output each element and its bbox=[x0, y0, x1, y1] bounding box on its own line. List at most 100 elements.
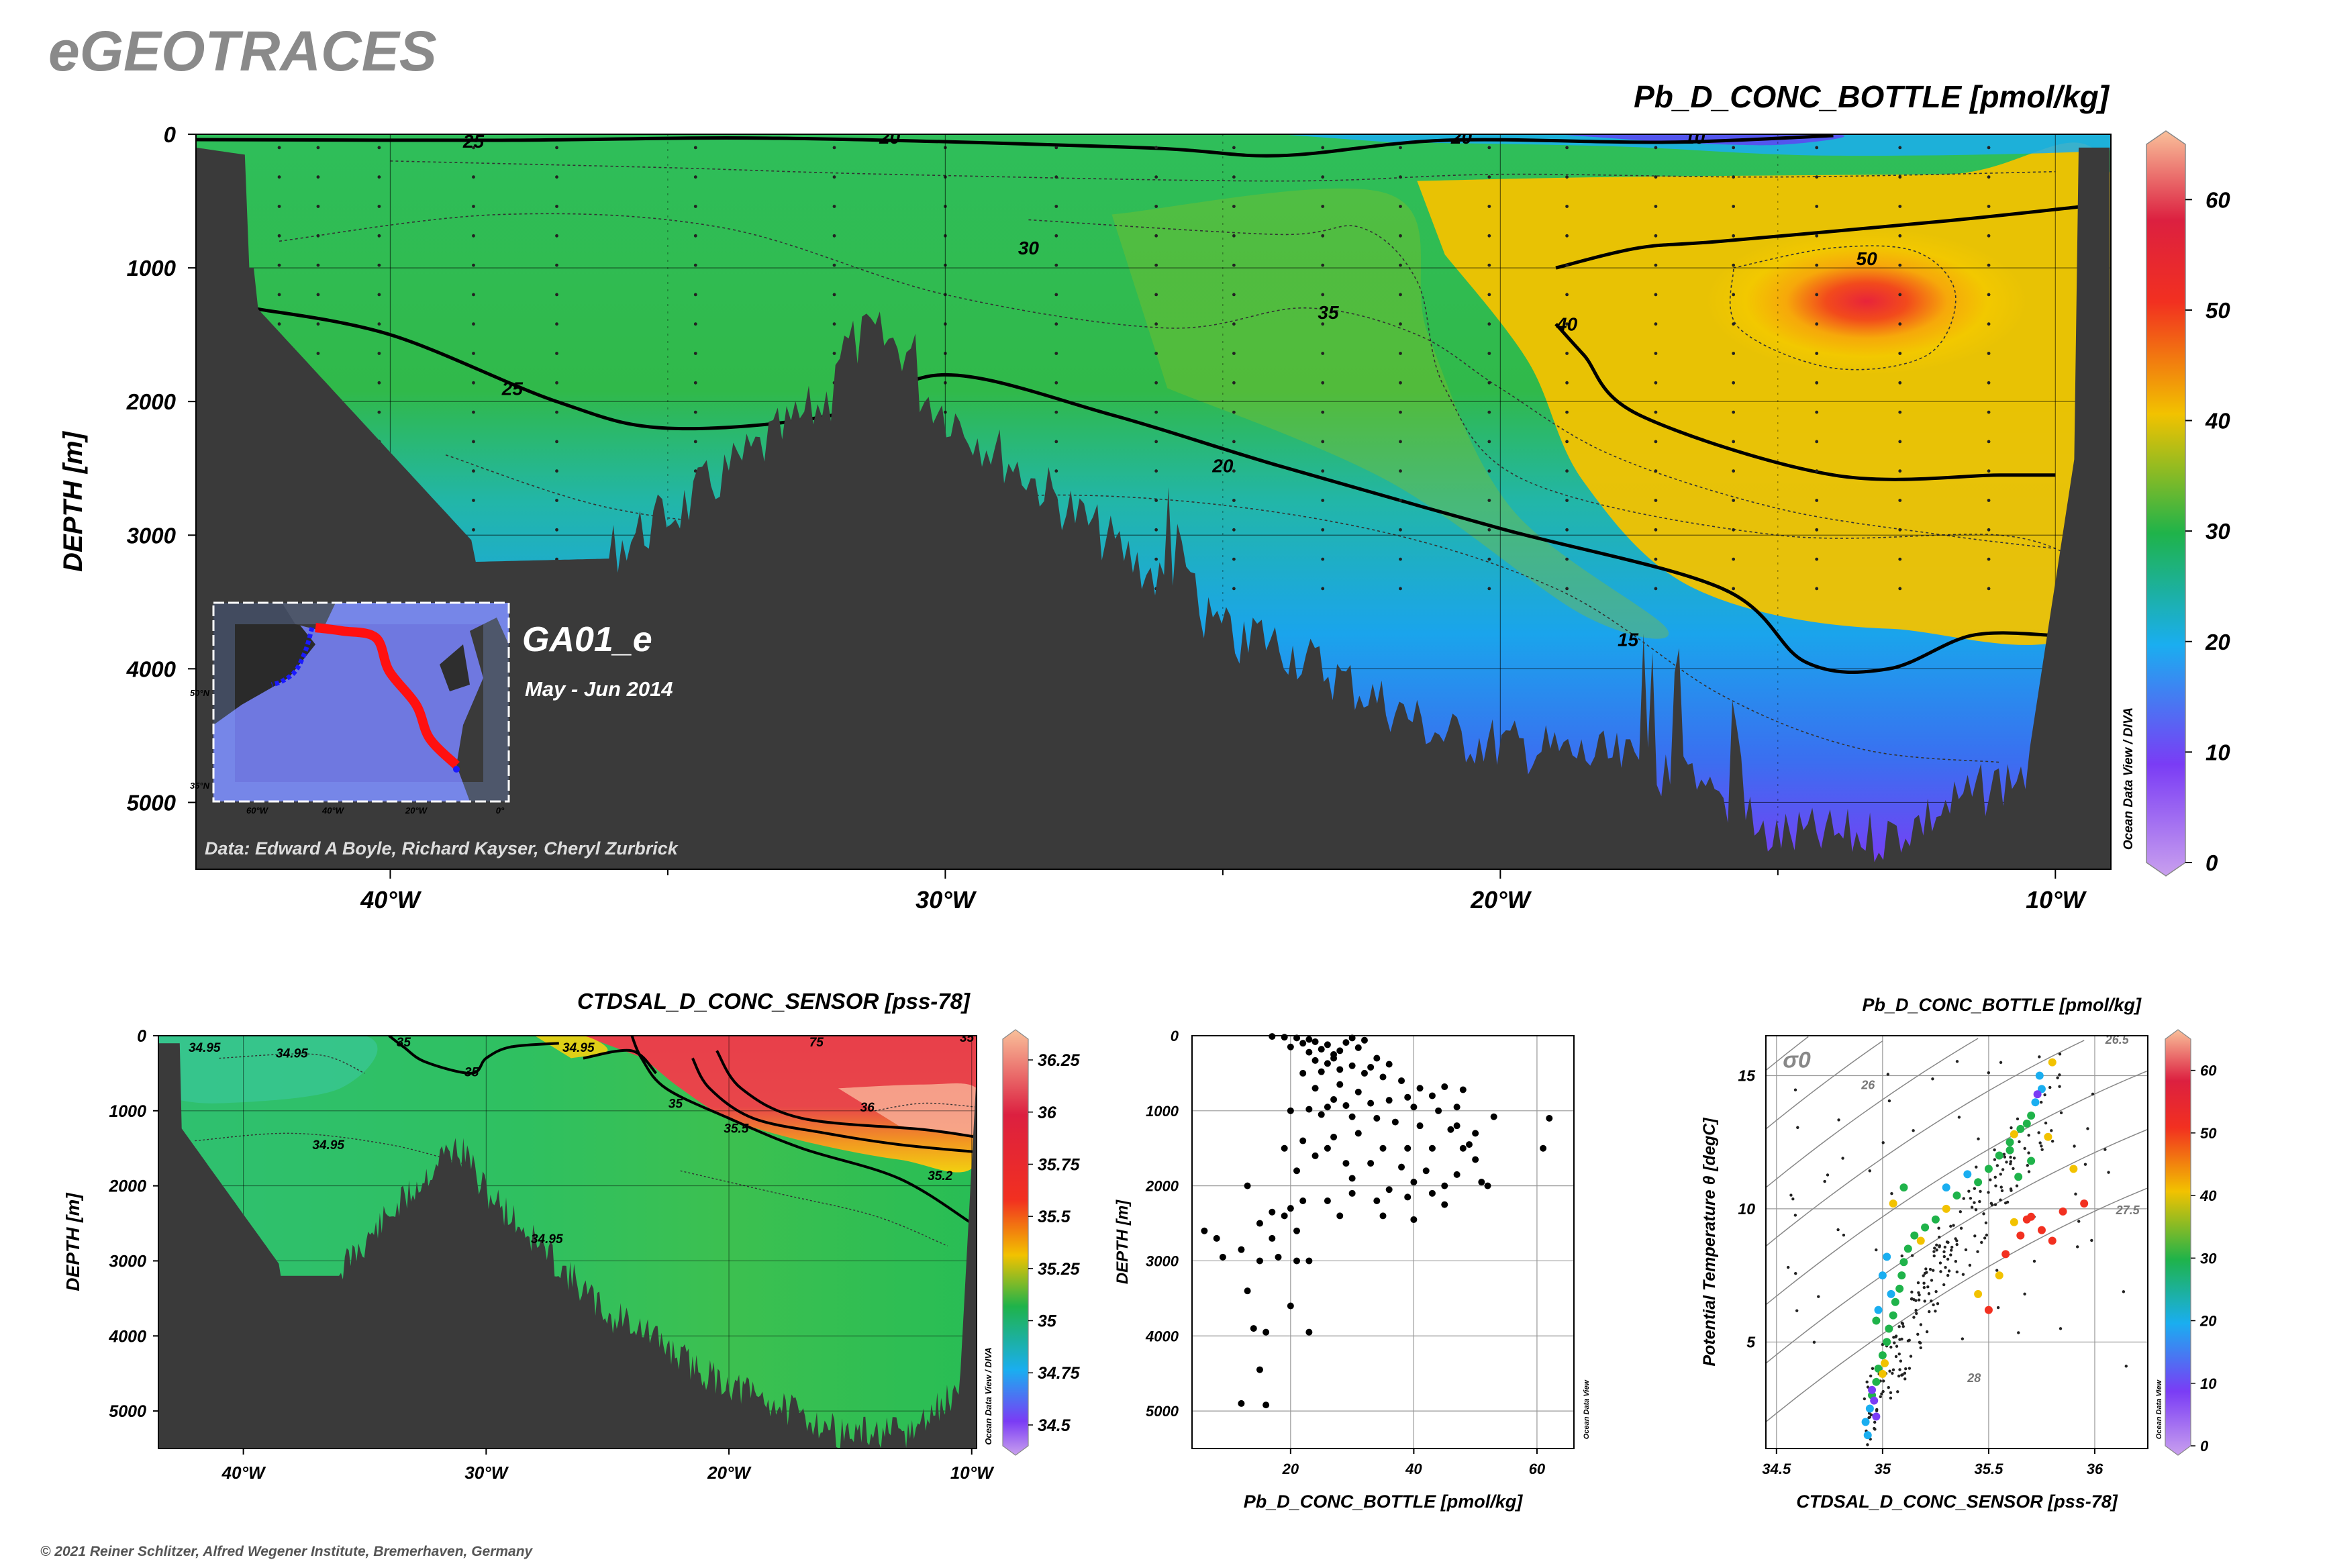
depth-scatter-point bbox=[1348, 1189, 1356, 1197]
sample-dot bbox=[1898, 293, 1902, 297]
ts-colored-point bbox=[1872, 1316, 1881, 1325]
sample-dot bbox=[316, 322, 320, 326]
ts-background-point bbox=[1993, 1148, 1996, 1152]
ts-background-point bbox=[1922, 1274, 1925, 1277]
x-tick-label: 20 bbox=[1282, 1461, 1299, 1477]
ts-background-point bbox=[1999, 1198, 2002, 1202]
sample-dot bbox=[555, 410, 558, 414]
inset-x-tick: 60°W bbox=[246, 805, 269, 816]
sample-dot bbox=[277, 175, 281, 179]
ts-colored-point bbox=[1995, 1151, 2003, 1160]
pb-ylabel: DEPTH [m] bbox=[58, 430, 88, 572]
colorbar-tick-label: 50 bbox=[2206, 298, 2230, 323]
ts-background-point bbox=[2023, 1146, 2026, 1150]
sample-dot bbox=[1732, 440, 1736, 444]
sample-dot bbox=[1815, 557, 1819, 561]
sal-section-title: CTDSAL_D_CONC_SENSOR [pss-78] bbox=[577, 989, 971, 1014]
sample-dot bbox=[1321, 381, 1325, 385]
ts-colored-point bbox=[2022, 1119, 2031, 1128]
y-tick-label: 3000 bbox=[127, 523, 177, 548]
depth-scatter-point bbox=[1244, 1287, 1251, 1295]
depth-scatter-point bbox=[1367, 1063, 1375, 1071]
ts-background-point bbox=[1930, 1299, 1933, 1303]
sample-dot bbox=[1054, 205, 1058, 208]
depth-scatter-point bbox=[1459, 1144, 1467, 1152]
sample-dot bbox=[1987, 205, 1991, 208]
ts-background-point bbox=[1794, 1272, 1797, 1275]
colorbar-tick-label: 35.5 bbox=[1038, 1208, 1071, 1226]
sample-dot bbox=[277, 322, 281, 326]
salinity-section-plot: 34.95 34.95 35 35 34.95 35 35.5 36 35.2 34.95 34.9… bbox=[62, 989, 1081, 1483]
sal-contour-label: 35.2 bbox=[928, 1169, 952, 1183]
ts-background-point bbox=[1898, 1338, 1901, 1341]
ts-background-point bbox=[1901, 1324, 1905, 1328]
sample-dot bbox=[1399, 146, 1402, 150]
sample-dot bbox=[1732, 146, 1736, 150]
isopycnal-line bbox=[1765, 1040, 1883, 1130]
sample-dot bbox=[1154, 293, 1158, 297]
ts-colored-point bbox=[2016, 1231, 2025, 1240]
ts-background-point bbox=[1993, 1175, 1997, 1179]
colorbar-tick-label: 35.75 bbox=[1038, 1155, 1081, 1174]
ts-title: Pb_D_CONC_BOTTLE [pmol/kg] bbox=[1862, 995, 2142, 1015]
ts-background-point bbox=[1975, 1165, 1978, 1169]
sample-dot bbox=[1232, 263, 1236, 267]
depth-scatter-point bbox=[1373, 1115, 1381, 1122]
x-tick-label: 34.5 bbox=[1762, 1461, 1791, 1477]
sample-dot bbox=[1565, 205, 1569, 208]
depth-scatter-point bbox=[1244, 1182, 1251, 1189]
sample-dot bbox=[555, 352, 558, 355]
ts-colored-point bbox=[1889, 1311, 1897, 1320]
sample-dot bbox=[555, 528, 558, 532]
ts-background-point bbox=[1922, 1281, 1926, 1285]
depth-scatter-point bbox=[1385, 1097, 1393, 1104]
sample-dot bbox=[1054, 381, 1058, 385]
ts-background-point bbox=[2002, 1153, 2006, 1156]
sample-dot bbox=[1565, 293, 1569, 297]
sample-dot bbox=[1898, 263, 1902, 267]
sample-dot bbox=[1898, 322, 1902, 326]
ts-background-point bbox=[1917, 1291, 1920, 1294]
sample-dot bbox=[1232, 293, 1236, 297]
ts-colored-point bbox=[2059, 1207, 2067, 1216]
sample-dot bbox=[1654, 587, 1658, 591]
y-tick-label: 10 bbox=[1738, 1200, 1755, 1218]
depth-scatter-point bbox=[1324, 1060, 1331, 1067]
sal-contour-label: 75 bbox=[809, 1036, 824, 1050]
sample-dot bbox=[316, 234, 320, 238]
y-tick-label: 4000 bbox=[108, 1327, 146, 1346]
ts-colored-point bbox=[1995, 1271, 2003, 1280]
pb-contour-label: 20 bbox=[879, 127, 901, 148]
inset-y-tick: 50°N bbox=[190, 688, 210, 698]
depth-scatter-point bbox=[1453, 1122, 1460, 1130]
sample-dot bbox=[1815, 469, 1819, 473]
sample-dot bbox=[377, 381, 381, 385]
ts-background-point bbox=[1943, 1245, 1947, 1249]
ts-background-point bbox=[1937, 1226, 1940, 1230]
ts-background-point bbox=[1914, 1308, 1918, 1312]
sample-dot bbox=[1565, 352, 1569, 355]
depth-scatter-point bbox=[1398, 1077, 1405, 1085]
ts-background-point bbox=[1886, 1073, 1890, 1076]
ts-background-point bbox=[1949, 1253, 1952, 1257]
sample-dot bbox=[277, 263, 281, 267]
ts-background-point bbox=[1889, 1345, 1893, 1349]
y-tick-label: 2000 bbox=[126, 389, 177, 414]
sample-dot bbox=[1399, 557, 1402, 561]
sal-contour-label: 36 bbox=[860, 1101, 875, 1115]
inset-shelf bbox=[213, 603, 509, 801]
ts-background-point bbox=[2107, 1171, 2110, 1174]
sal-colorbar-gradient bbox=[1002, 1029, 1029, 1456]
depth-scatter-point bbox=[1435, 1107, 1442, 1114]
sample-dot bbox=[1487, 322, 1491, 326]
sample-dot bbox=[1154, 322, 1158, 326]
sample-dot bbox=[1154, 528, 1158, 532]
ts-background-point bbox=[2044, 1121, 2048, 1125]
ts-background-point bbox=[1880, 1392, 1883, 1395]
ts-background-point bbox=[1928, 1267, 1932, 1271]
ts-background-point bbox=[2012, 1167, 2015, 1171]
ts-background-point bbox=[2040, 1144, 2043, 1148]
depth-scatter-point bbox=[1299, 1040, 1307, 1047]
depth-scatter-point bbox=[1281, 1212, 1288, 1220]
pb-contour-bold bbox=[1555, 205, 2083, 270]
